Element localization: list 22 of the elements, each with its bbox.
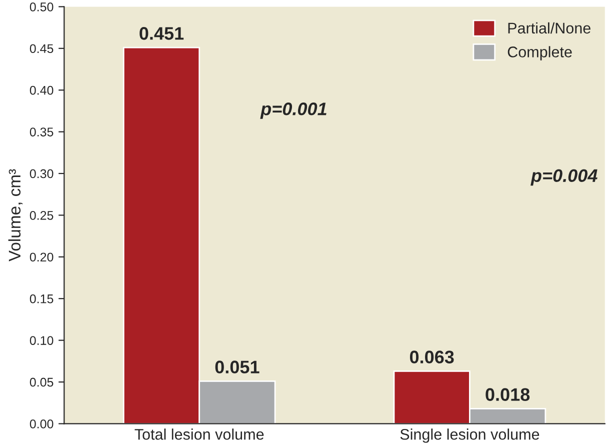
legend-label: Partial/None <box>508 22 590 34</box>
annotation: p=0.001 <box>260 102 326 119</box>
y-tick-label: 0.20 <box>30 252 54 262</box>
y-tick-label: 0.50 <box>30 2 54 12</box>
y-tick-label: 0.30 <box>30 169 54 178</box>
y-tick-label: 0.40 <box>30 86 54 95</box>
data-label: 0.051 <box>215 360 260 374</box>
y-tick-label: 0.15 <box>30 294 54 304</box>
legend-label: Complete <box>508 46 572 60</box>
y-tick-label: 0.35 <box>30 128 54 136</box>
x-tick-label: Total lesion volume <box>134 428 264 440</box>
y-tick-label: 0.45 <box>30 44 54 54</box>
data-label: 0.018 <box>486 388 530 401</box>
y-tick-label: 0.25 <box>30 210 54 220</box>
data-label: 0.451 <box>140 27 184 40</box>
y-axis-title: Volume, cm³ <box>8 169 23 262</box>
data-label: 0.063 <box>410 350 454 364</box>
x-tick-label: Single lesion volume <box>400 428 540 443</box>
annotation: p=0.004 <box>530 169 598 186</box>
y-tick-label: 0.05 <box>30 378 54 387</box>
y-tick-label: 0.00 <box>30 420 54 428</box>
y-tick-label: 0.10 <box>30 336 54 345</box>
